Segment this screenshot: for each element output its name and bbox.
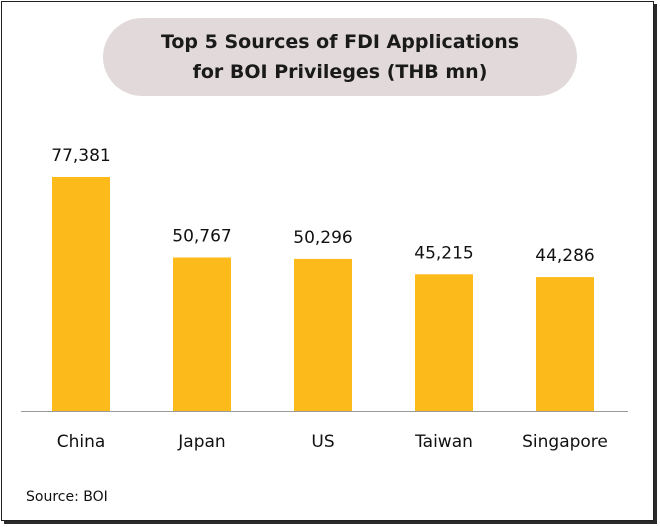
tick-label-japan: Japan [177,432,225,452]
data-label-taiwan: 45,215 [414,243,473,263]
bar-japan [173,257,231,411]
chart-title: Top 5 Sources of FDI Applications for BO… [160,31,520,83]
bar-china [52,177,110,411]
bar-singapore [536,277,594,411]
data-label-us: 50,296 [293,228,352,248]
data-label-singapore: 44,286 [535,246,594,266]
data-label-japan: 50,767 [172,226,231,246]
tick-label-taiwan: Taiwan [414,432,473,452]
source-note: Source: BOI [26,489,108,505]
bar-us [294,258,352,411]
tick-label-us: US [311,432,334,452]
data-label-china: 77,381 [51,146,110,166]
title-banner: Top 5 Sources of FDI Applications for BO… [103,18,577,96]
bar-taiwan [415,274,473,411]
tick-label-china: China [57,432,106,452]
tick-label-singapore: Singapore [522,432,608,452]
